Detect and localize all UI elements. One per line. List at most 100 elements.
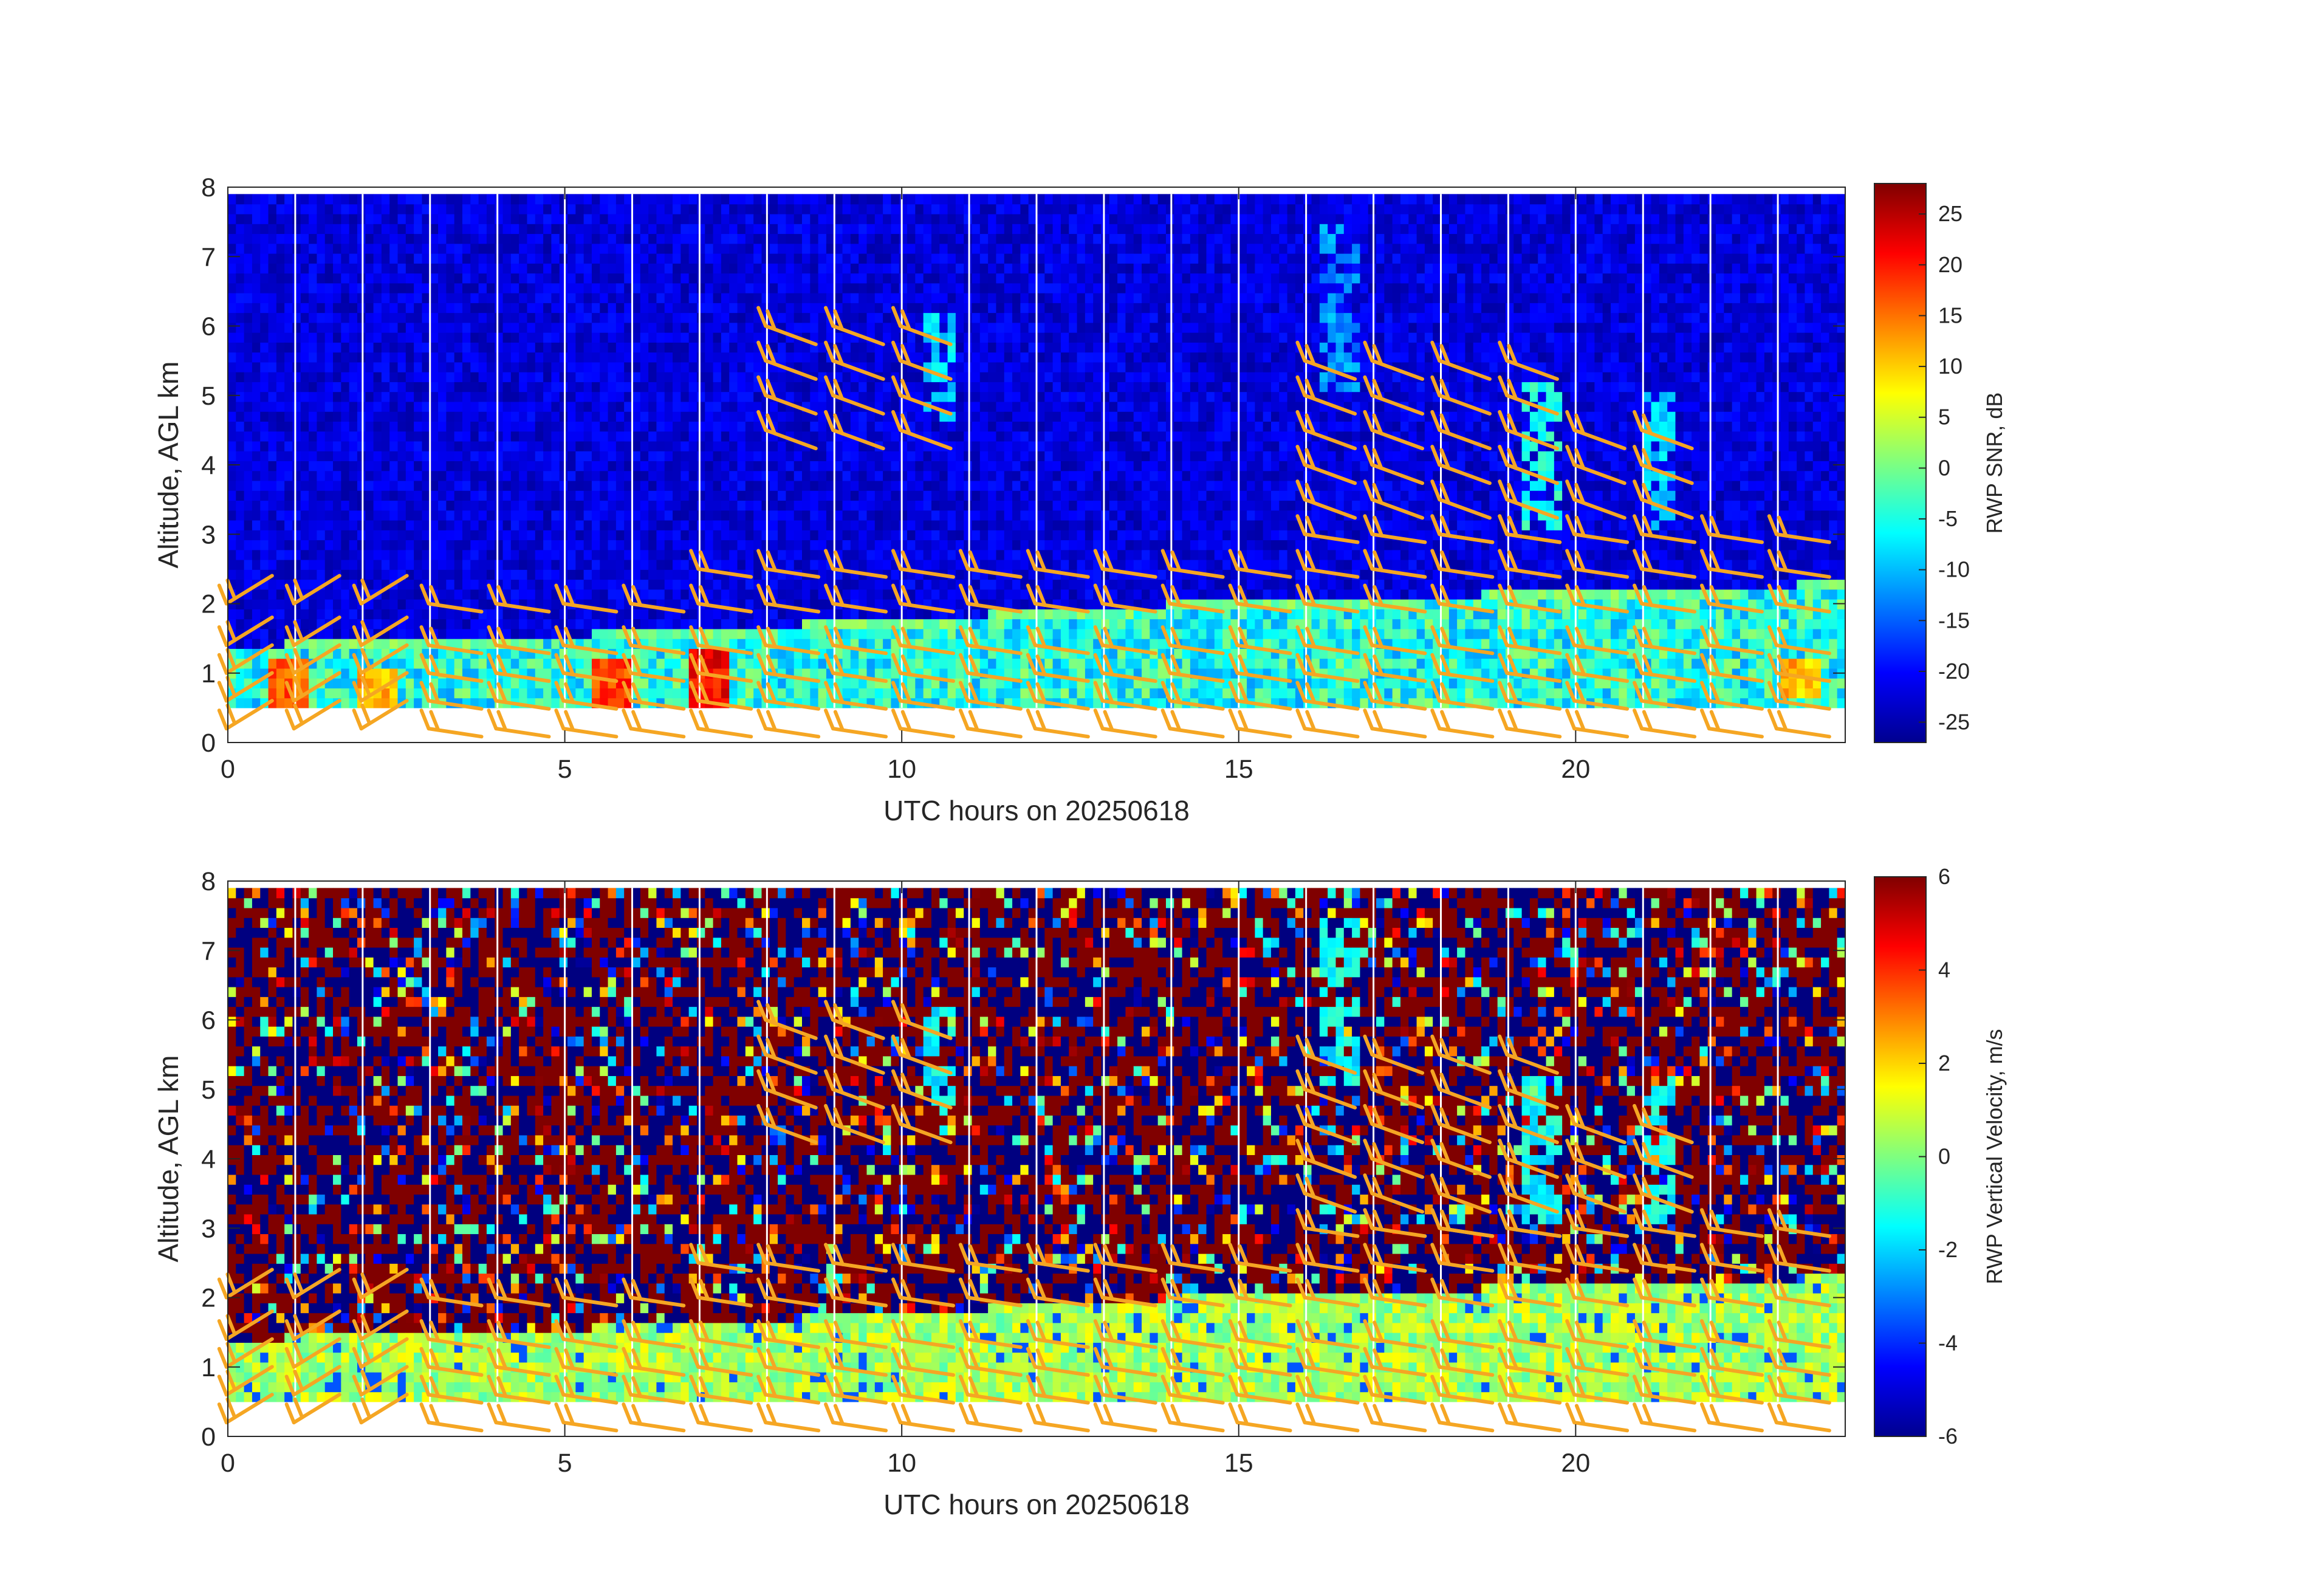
heatmap-cell xyxy=(778,194,786,205)
heatmap-cell xyxy=(696,263,705,274)
heatmap-cell xyxy=(955,204,964,214)
heatmap-cell xyxy=(964,243,973,254)
heatmap-cell xyxy=(446,233,455,244)
heatmap-cell xyxy=(535,243,544,254)
heatmap-cell xyxy=(276,273,285,284)
heatmap-cell xyxy=(454,293,463,303)
heatmap-cell xyxy=(341,549,350,560)
heatmap-cell xyxy=(349,332,358,343)
heatmap-cell xyxy=(648,213,657,224)
heatmap-cell xyxy=(470,224,479,235)
heatmap-cell xyxy=(664,520,673,530)
heatmap-cell xyxy=(640,678,649,688)
heatmap-cell xyxy=(915,253,924,264)
heatmap-cell xyxy=(527,688,536,699)
heatmap-cell xyxy=(276,332,285,343)
heatmap-cell xyxy=(373,609,382,620)
heatmap-cell xyxy=(583,441,592,451)
heatmap-cell xyxy=(341,559,350,570)
heatmap-cell xyxy=(268,253,277,264)
heatmap-cell xyxy=(818,461,827,472)
heatmap-cell xyxy=(859,243,868,254)
heatmap-cell xyxy=(931,658,940,669)
heatmap-cell xyxy=(300,204,309,214)
heatmap-cell xyxy=(907,648,916,659)
heatmap-cell xyxy=(575,500,584,511)
heatmap-cell xyxy=(688,273,698,284)
heatmap-cell xyxy=(567,480,576,491)
heatmap-cell xyxy=(486,441,495,451)
heatmap-cell xyxy=(284,698,293,708)
heatmap-cell xyxy=(324,382,334,393)
heatmap-cell xyxy=(389,470,399,481)
heatmap-cell xyxy=(615,342,625,353)
heatmap-cell xyxy=(567,391,576,402)
heatmap-cell xyxy=(721,342,730,353)
heatmap-cell xyxy=(721,658,730,669)
heatmap-cell xyxy=(696,293,705,303)
heatmap-cell xyxy=(608,224,617,235)
heatmap-cell xyxy=(947,421,956,432)
heatmap-cell xyxy=(656,224,665,235)
heatmap-cell xyxy=(397,391,406,402)
heatmap-cell xyxy=(324,480,334,491)
heatmap-cell xyxy=(486,510,495,521)
heatmap-cell xyxy=(673,431,681,442)
heatmap-cell xyxy=(729,293,738,303)
heatmap-cell xyxy=(551,461,560,472)
heatmap-cell xyxy=(519,579,528,590)
heatmap-cell xyxy=(866,520,876,530)
heatmap-cell xyxy=(495,451,504,462)
heatmap-cell xyxy=(244,609,253,620)
heatmap-cell xyxy=(753,461,763,472)
heatmap-cell xyxy=(405,451,414,462)
heatmap-cell xyxy=(664,263,673,274)
heatmap-cell xyxy=(680,312,690,323)
heatmap-cell xyxy=(333,243,341,254)
heatmap-cell xyxy=(414,510,423,521)
heatmap-cell xyxy=(365,204,374,214)
heatmap-cell xyxy=(397,470,406,481)
heatmap-cell xyxy=(972,431,981,442)
heatmap-cell xyxy=(389,490,399,501)
heatmap-cell xyxy=(996,194,1005,205)
heatmap-cell xyxy=(381,569,390,580)
heatmap-cell xyxy=(300,569,309,580)
heatmap-cell xyxy=(923,352,932,363)
heatmap-cell xyxy=(761,263,770,274)
heatmap-cell xyxy=(236,461,245,472)
heatmap-cell xyxy=(276,243,285,254)
heatmap-cell xyxy=(664,224,673,235)
heatmap-cell xyxy=(495,263,504,274)
heatmap-cell xyxy=(705,233,714,244)
heatmap-cell xyxy=(349,421,358,432)
heatmap-cell xyxy=(583,273,592,284)
heatmap-cell xyxy=(470,372,479,382)
heatmap-cell xyxy=(438,391,447,402)
heatmap-cell xyxy=(397,303,406,314)
heatmap-cell xyxy=(786,520,795,530)
heatmap-cell xyxy=(244,520,253,530)
heatmap-cell xyxy=(510,520,519,530)
heatmap-cell xyxy=(349,599,358,609)
heatmap-cell xyxy=(381,312,390,323)
heatmap-cell xyxy=(252,253,261,264)
heatmap-cell xyxy=(979,322,989,333)
heatmap-cell xyxy=(947,500,956,511)
heatmap-cell xyxy=(615,411,625,422)
heatmap-cell xyxy=(462,579,471,590)
heatmap-cell xyxy=(761,510,770,521)
heatmap-cell xyxy=(389,391,399,402)
heatmap-cell xyxy=(495,549,504,560)
heatmap-cell xyxy=(721,253,730,264)
heatmap-cell xyxy=(972,273,981,284)
heatmap-cell xyxy=(786,490,795,501)
heatmap-cell xyxy=(551,283,560,293)
heatmap-cell xyxy=(705,342,714,353)
heatmap-cell xyxy=(673,480,681,491)
heatmap-cell xyxy=(786,312,795,323)
heatmap-cell xyxy=(673,500,681,511)
heatmap-cell xyxy=(478,639,487,649)
heatmap-cell xyxy=(810,263,819,274)
heatmap-cell xyxy=(486,233,495,244)
